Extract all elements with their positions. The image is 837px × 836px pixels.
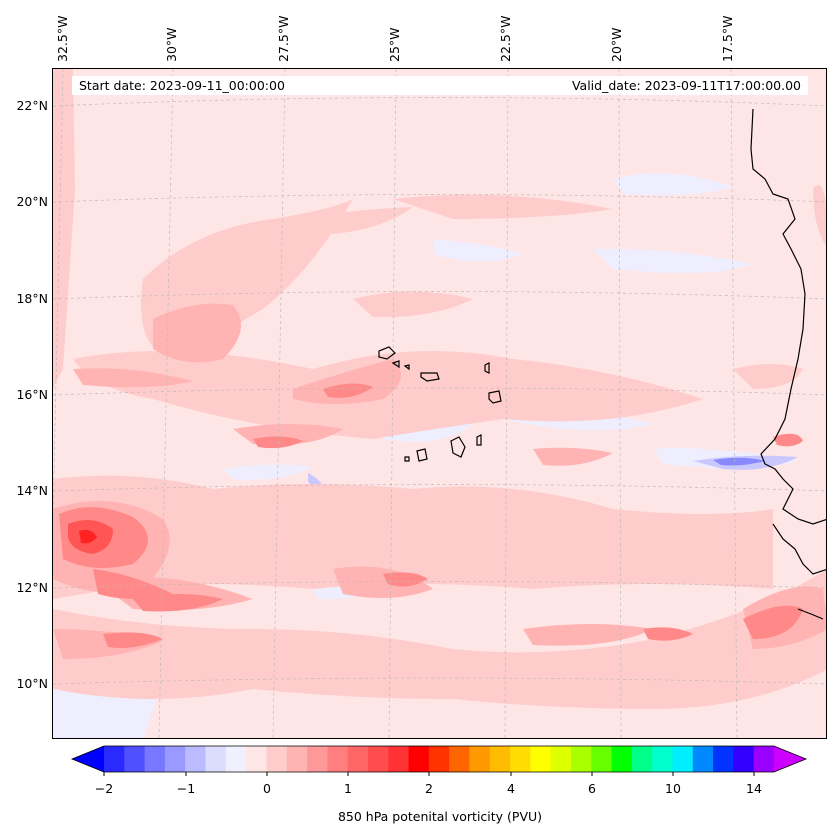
lon-label-17.5w: 17.5°W — [720, 15, 735, 62]
colorbar-segment — [104, 746, 125, 772]
colorbar-segment — [692, 746, 714, 772]
lat-label-14n: 14°N — [16, 483, 48, 498]
lon-label-20w: 20°W — [609, 27, 624, 62]
colorbar-segment — [611, 746, 633, 772]
lon-label-22.5w: 22.5°W — [498, 15, 513, 62]
colorbar-segment — [246, 746, 267, 772]
lon-label-25w: 25°W — [387, 27, 402, 62]
cb-tick-label: 4 — [507, 781, 515, 796]
colorbar-segment — [449, 746, 470, 772]
cb-tick-label: 0 — [263, 781, 271, 796]
africa-coastline — [750, 108, 826, 620]
cb-tick-label: 1 — [344, 781, 352, 796]
colorbar-segment — [753, 746, 775, 772]
colorbar-extend-min — [72, 746, 104, 772]
lat-label-12n: 12°N — [16, 580, 48, 595]
lon-label-27.5w: 27.5°W — [276, 15, 291, 62]
date-banner: Start date: 2023-09-11_00:00:00 Valid_da… — [72, 76, 808, 95]
cb-tick-label: −2 — [94, 781, 114, 796]
colorbar-segment — [713, 746, 734, 772]
colorbar-segment — [307, 746, 328, 772]
colorbar-segment — [185, 746, 207, 772]
colorbar-segment — [286, 746, 308, 772]
colorbar-segment — [124, 746, 146, 772]
cb-tick-label: −1 — [176, 781, 196, 796]
colorbar-segment — [428, 746, 450, 772]
colorbar-segment — [672, 746, 694, 772]
colorbar — [70, 745, 808, 776]
vorticity-field — [53, 69, 826, 738]
colorbar-segment — [205, 746, 227, 772]
peak-positive-core — [68, 520, 113, 554]
colorbar-segment — [266, 746, 288, 772]
colorbar-segment — [591, 746, 613, 772]
cb-tick-label: 2 — [425, 781, 433, 796]
lat-label-16n: 16°N — [16, 387, 48, 402]
cb-tick-label: 10 — [665, 781, 681, 796]
colorbar-segment — [408, 746, 430, 772]
colorbar-segment — [469, 746, 491, 772]
lat-label-20n: 20°N — [16, 194, 48, 209]
lat-label-18n: 18°N — [16, 291, 48, 306]
colorbar-segment — [652, 746, 673, 772]
colorbar-segment — [225, 746, 247, 772]
blue-pv-core — [713, 457, 765, 466]
lon-label-32.5w: 32.5°W — [55, 15, 70, 62]
colorbar-segment — [733, 746, 755, 772]
cb-tick-label: 14 — [746, 781, 762, 796]
colorbar-segment — [367, 746, 389, 772]
cape-verde-islands — [378, 346, 502, 462]
colorbar-segment — [550, 746, 572, 772]
colorbar-segment — [388, 746, 410, 772]
map-panel — [52, 68, 827, 739]
start-date-label: Start date: 2023-09-11_00:00:00 — [79, 78, 285, 93]
colorbar-segment — [327, 746, 349, 772]
colorbar-segment — [347, 746, 369, 772]
lon-label-30w: 30°W — [164, 27, 179, 62]
colorbar-segment — [530, 746, 552, 772]
cb-tick-label: 6 — [588, 781, 596, 796]
colorbar-segment — [631, 746, 653, 772]
colorbar-segment — [489, 746, 511, 772]
lat-label-22n: 22°N — [16, 98, 48, 113]
colorbar-segment — [164, 746, 186, 772]
graticule — [53, 69, 826, 738]
lat-label-10n: 10°N — [16, 676, 48, 691]
valid-date-label: Valid_date: 2023-09-11T17:00:00.00 — [571, 78, 801, 93]
colorbar-segment — [570, 746, 592, 772]
colorbar-segment — [144, 746, 166, 772]
colorbar-segment — [510, 746, 531, 772]
colorbar-extend-max — [774, 746, 806, 772]
colorbar-title: 850 hPa potenital vorticity (PVU) — [337, 809, 543, 824]
